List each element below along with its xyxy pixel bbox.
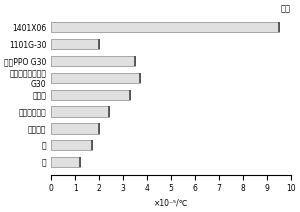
Bar: [51, 106, 109, 117]
Bar: [51, 90, 130, 100]
Bar: [51, 140, 92, 150]
X-axis label: ×10⁻⁵/℃: ×10⁻⁵/℃: [154, 199, 188, 208]
Bar: [51, 73, 140, 83]
Text: 範囲: 範囲: [281, 4, 291, 13]
Bar: [51, 157, 80, 167]
Bar: [51, 123, 99, 134]
Bar: [51, 56, 135, 66]
Bar: [51, 22, 279, 32]
Bar: [51, 39, 99, 49]
